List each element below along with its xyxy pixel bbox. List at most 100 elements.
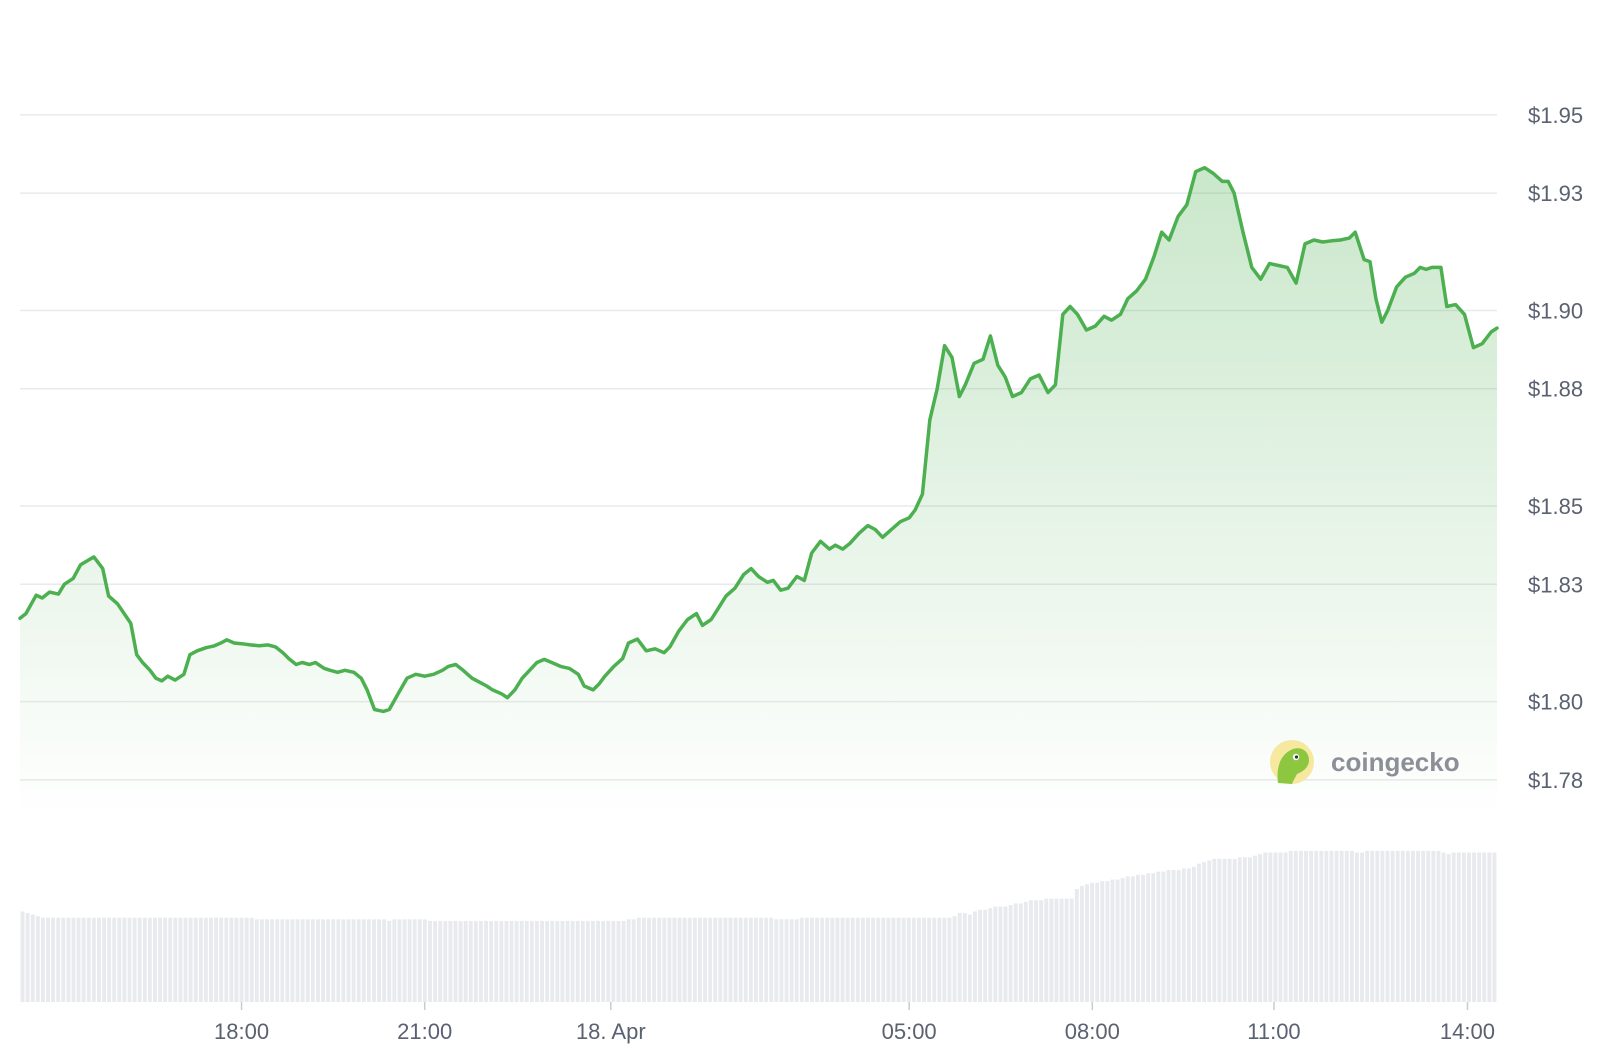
volume-bar bbox=[305, 919, 310, 1002]
volume-bar bbox=[397, 919, 402, 1002]
y-tick-label: $1.88 bbox=[1528, 377, 1583, 402]
volume-bar bbox=[1390, 850, 1395, 1002]
volume-bar bbox=[407, 919, 412, 1002]
volume-bar bbox=[585, 920, 590, 1002]
volume-bar bbox=[1441, 852, 1446, 1002]
volume-bar bbox=[1298, 850, 1303, 1002]
volume-bar bbox=[1309, 850, 1314, 1002]
volume-bar bbox=[417, 919, 422, 1002]
volume-bar bbox=[377, 919, 382, 1002]
volume-bar bbox=[1278, 852, 1283, 1002]
volume-bar bbox=[219, 917, 224, 1002]
x-tick-label: 18:00 bbox=[214, 1019, 269, 1044]
volume-bar bbox=[356, 919, 361, 1002]
volume-bar bbox=[1115, 879, 1120, 1002]
volume-bar bbox=[560, 920, 565, 1002]
volume-bar bbox=[1135, 874, 1140, 1002]
volume-bar bbox=[1400, 850, 1405, 1002]
volume-bar bbox=[1461, 852, 1466, 1002]
volume-bar bbox=[1227, 858, 1232, 1002]
volume-bar bbox=[687, 917, 692, 1002]
volume-bar bbox=[1426, 850, 1431, 1002]
volume-bar bbox=[810, 917, 814, 1002]
volume-bar bbox=[1064, 898, 1069, 1002]
price-area bbox=[18, 165, 1499, 819]
volume-bar bbox=[300, 919, 305, 1002]
volume-bar bbox=[519, 920, 524, 1002]
volume-bar bbox=[1349, 850, 1354, 1002]
volume-bar bbox=[611, 920, 616, 1002]
volume-bar bbox=[662, 917, 667, 1002]
volume-bar bbox=[983, 909, 988, 1002]
volume-bar bbox=[871, 917, 876, 1002]
volume-bar bbox=[178, 917, 183, 1002]
volume-bar bbox=[1268, 852, 1273, 1002]
volume-bar bbox=[789, 919, 794, 1002]
y-tick-label: $1.90 bbox=[1528, 298, 1583, 323]
volume-bar bbox=[1120, 877, 1125, 1002]
volume-bar bbox=[1222, 858, 1227, 1002]
volume-bar bbox=[1467, 852, 1471, 1002]
volume-bar bbox=[127, 917, 132, 1002]
volume-bar bbox=[1044, 898, 1049, 1002]
volume-bar bbox=[1171, 870, 1176, 1002]
volume-bar bbox=[433, 920, 438, 1002]
volume-bar bbox=[636, 917, 641, 1002]
volume-bar bbox=[815, 917, 820, 1002]
volume-bar bbox=[1029, 900, 1033, 1002]
volume-bar bbox=[545, 920, 550, 1002]
volume-bar bbox=[1370, 850, 1375, 1002]
volume-bar bbox=[764, 917, 769, 1002]
volume-bar bbox=[1487, 852, 1492, 1002]
volume-bar bbox=[132, 917, 137, 1002]
x-tick-label: 11:00 bbox=[1247, 1019, 1300, 1044]
volume-bar bbox=[1095, 882, 1100, 1002]
volume-bar bbox=[799, 917, 804, 1002]
volume-bar bbox=[71, 917, 76, 1002]
volume-bar bbox=[1013, 903, 1018, 1002]
volume-bar bbox=[1273, 852, 1278, 1002]
volume-bar bbox=[1197, 863, 1201, 1002]
volume-bar bbox=[1085, 884, 1089, 1002]
volume-bar bbox=[1258, 854, 1263, 1002]
volume-bar bbox=[1141, 874, 1145, 1002]
volume-bar bbox=[927, 917, 932, 1002]
volume-bar bbox=[351, 919, 356, 1002]
volume-bar bbox=[876, 917, 881, 1002]
volume-bar bbox=[259, 919, 264, 1002]
volume-bar bbox=[198, 917, 203, 1002]
volume-bar bbox=[540, 920, 544, 1002]
volume-bar bbox=[61, 917, 66, 1002]
volume-bar bbox=[1151, 873, 1156, 1002]
volume-bar bbox=[911, 917, 916, 1002]
volume-bar bbox=[886, 917, 891, 1002]
volume-bar bbox=[290, 919, 295, 1002]
volume-bar bbox=[56, 917, 61, 1002]
volume-bar bbox=[30, 914, 35, 1002]
volume-bar bbox=[591, 920, 595, 1002]
volume-bar bbox=[748, 917, 753, 1002]
volume-bar bbox=[952, 916, 957, 1002]
volume-bar bbox=[550, 920, 555, 1002]
volume-bar bbox=[922, 917, 926, 1002]
volume-bar bbox=[743, 917, 748, 1002]
volume-bar bbox=[1405, 850, 1410, 1002]
volume-bar bbox=[270, 919, 275, 1002]
volume-bar bbox=[51, 917, 56, 1002]
volume-bar bbox=[825, 917, 830, 1002]
volume-bar bbox=[1395, 850, 1400, 1002]
price-line bbox=[18, 165, 1499, 714]
volume-bar bbox=[621, 920, 626, 1002]
volume-bar bbox=[774, 919, 779, 1002]
volume-bar bbox=[616, 920, 621, 1002]
volume-bar bbox=[860, 917, 865, 1002]
volume-bar bbox=[570, 920, 575, 1002]
watermark-text: coingecko bbox=[1331, 747, 1460, 777]
volume-bar bbox=[25, 912, 30, 1002]
volume-bar bbox=[896, 917, 901, 1002]
volume-bar bbox=[784, 919, 789, 1002]
volume-bar bbox=[845, 917, 850, 1002]
volume-bar bbox=[1482, 852, 1487, 1002]
volume-bar bbox=[682, 917, 687, 1002]
